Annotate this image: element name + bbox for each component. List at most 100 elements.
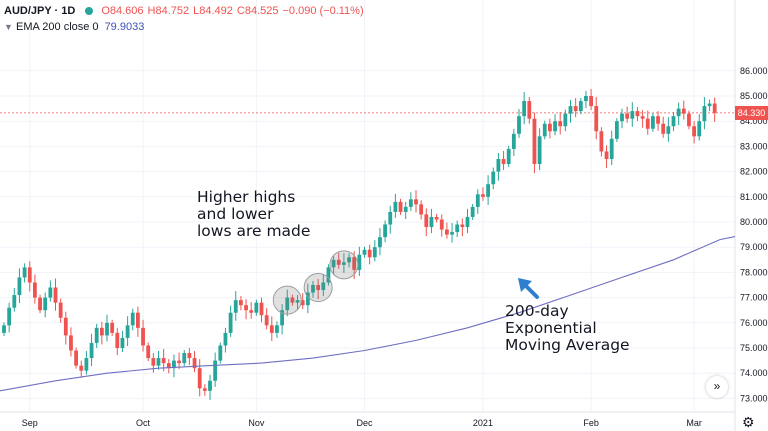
- candle: [38, 294, 42, 314]
- candle-body: [522, 101, 527, 117]
- candle-body: [156, 358, 161, 366]
- candle: [120, 330, 125, 353]
- candle-body: [707, 103, 712, 107]
- candle-body: [2, 325, 6, 333]
- candle: [12, 288, 17, 312]
- candle: [687, 110, 691, 130]
- candle: [17, 268, 22, 304]
- candle: [589, 88, 593, 111]
- candle: [125, 316, 130, 346]
- candle-body: [460, 224, 465, 228]
- candle-body: [84, 358, 89, 371]
- candle: [640, 110, 645, 128]
- higher-highs-annotation: Higher highs and lower lows are made: [197, 189, 310, 240]
- ema-arrow-icon: [518, 278, 539, 299]
- annotation-line-3: lows are made: [197, 222, 311, 240]
- candle: [58, 298, 63, 323]
- candle-body: [27, 267, 32, 283]
- candle: [614, 118, 619, 142]
- candle: [372, 240, 377, 262]
- candle: [172, 354, 176, 378]
- candle-body: [352, 257, 357, 270]
- candle: [398, 198, 403, 215]
- candle-body: [558, 121, 563, 127]
- candle-body: [228, 312, 233, 333]
- double-chevron-right-icon[interactable]: »: [706, 376, 728, 398]
- candle: [439, 214, 444, 237]
- candle: [63, 311, 68, 345]
- candle-body: [542, 123, 547, 137]
- candle-body: [517, 116, 521, 134]
- ema-value: 79.9033: [104, 21, 145, 33]
- highlight-circle: [329, 250, 359, 280]
- candle: [630, 102, 635, 127]
- candle-body: [511, 133, 516, 149]
- candle-body: [187, 353, 192, 359]
- time-tick-label: Oct: [136, 418, 151, 428]
- candle-body: [161, 358, 166, 364]
- candle-body: [414, 199, 418, 205]
- chevron-down-icon[interactable]: ▼: [4, 22, 13, 32]
- time-tick-label: Mar: [686, 418, 702, 428]
- candle: [177, 352, 181, 370]
- candle: [681, 100, 686, 120]
- candle: [434, 213, 439, 223]
- candle-body: [151, 358, 156, 366]
- candle: [280, 304, 284, 335]
- candle-body: [285, 297, 290, 311]
- candle: [537, 128, 542, 171]
- candle-body: [362, 249, 367, 255]
- candle: [357, 246, 362, 276]
- candle: [69, 327, 73, 357]
- candle: [419, 200, 424, 220]
- candle-body: [280, 310, 284, 326]
- candle-body: [408, 199, 413, 207]
- candle: [625, 106, 630, 123]
- candle: [511, 128, 516, 156]
- candle-body: [548, 123, 552, 132]
- candle: [146, 342, 151, 362]
- price-tick-label: 74.000: [740, 368, 768, 378]
- candle-body: [331, 259, 336, 268]
- candle-body: [439, 219, 444, 230]
- candle: [166, 359, 171, 374]
- candle: [84, 351, 89, 375]
- candle-body: [378, 237, 382, 248]
- candle-body: [69, 335, 73, 351]
- candle: [300, 293, 305, 310]
- candle-body: [419, 204, 424, 215]
- candle: [311, 280, 315, 298]
- candle: [666, 117, 671, 142]
- candle-body: [347, 257, 351, 263]
- price-tick-label: 77.000: [740, 293, 768, 303]
- candle: [27, 261, 32, 292]
- candle: [285, 289, 290, 317]
- candle-body: [99, 327, 104, 336]
- close-value: C84.525: [236, 5, 279, 17]
- candle: [347, 253, 351, 268]
- candle-body: [393, 201, 398, 212]
- symbol-label: AUD/JPY · 1D: [4, 5, 76, 17]
- candle-body: [661, 123, 666, 134]
- candle-body: [22, 267, 27, 278]
- candle-body: [630, 111, 635, 119]
- gear-icon[interactable]: ⚙: [742, 414, 755, 430]
- candle: [130, 308, 135, 331]
- candle-body: [43, 297, 48, 311]
- candle: [2, 322, 6, 336]
- candle: [202, 384, 207, 396]
- candle-body: [136, 312, 140, 328]
- time-axis: SepOctNovDec2021FebMarApr: [22, 418, 702, 428]
- candle: [609, 130, 614, 166]
- candle-body: [182, 353, 187, 364]
- candle: [33, 274, 37, 304]
- candle: [645, 110, 650, 135]
- candle: [290, 294, 295, 306]
- candle: [259, 297, 264, 323]
- candle: [424, 208, 429, 237]
- candle: [692, 121, 696, 144]
- candle: [105, 314, 109, 342]
- candle-body: [403, 206, 408, 212]
- chart-legend: AUD/JPY · 1D O84.606 H84.752 L84.492 C84…: [4, 3, 368, 35]
